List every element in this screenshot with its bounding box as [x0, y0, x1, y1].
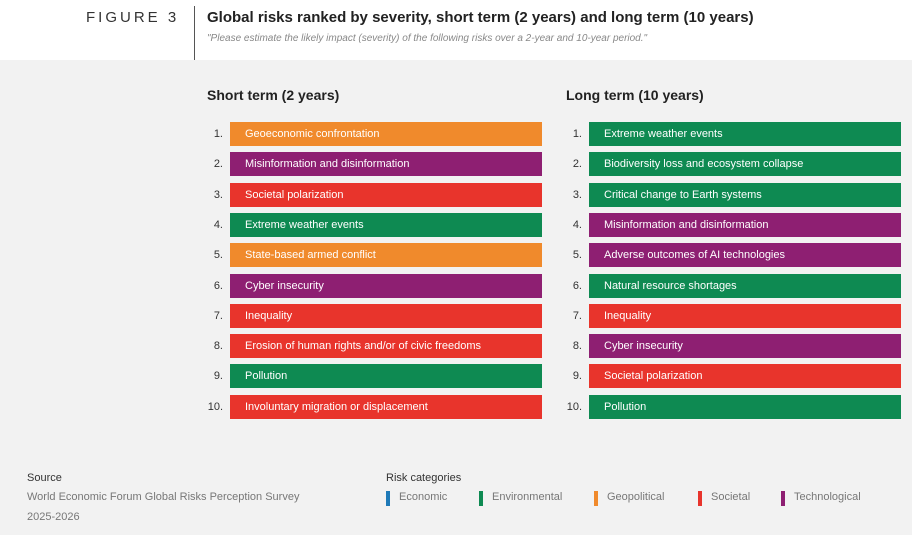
subtitle: "Please estimate the likely impact (seve… [207, 33, 648, 44]
risk-bar: Misinformation and disinformation [589, 212, 901, 237]
legend-swatch [594, 491, 598, 506]
risk-bar: State-based armed conflict [230, 243, 542, 268]
risk-bar: Misinformation and disinformation [230, 152, 542, 177]
column-heading: Short term (2 years) [207, 87, 340, 103]
rank: 7. [213, 309, 223, 322]
rank: 8. [572, 340, 582, 353]
legend-label: Technological [794, 491, 861, 503]
risk-bar: Adverse outcomes of AI technologies [589, 243, 901, 268]
rank: 6. [572, 279, 582, 292]
column-heading: Long term (10 years) [566, 87, 704, 103]
rank: 10. [207, 400, 223, 413]
risk-bar: Pollution [230, 364, 542, 389]
risk-bar: Cyber insecurity [230, 273, 542, 298]
legend-label: Geopolitical [607, 491, 665, 503]
risk-bar: Cyber insecurity [589, 334, 901, 359]
legend-label: Environmental [492, 491, 563, 503]
rank: 2. [572, 158, 582, 171]
risk-bar: Biodiversity loss and ecosystem collapse [589, 152, 901, 177]
rank: 4. [213, 218, 223, 231]
rank: 1. [572, 128, 582, 140]
rank: 3. [572, 188, 582, 201]
source-line: 2025-2026 [27, 511, 80, 523]
rank: 10. [566, 400, 582, 413]
rank: 3. [213, 188, 223, 201]
risk-bar: Erosion of human rights and/or of civic … [230, 334, 542, 359]
legend-swatch [479, 491, 483, 506]
rank: 9. [572, 370, 582, 383]
legend-title: Risk categories [386, 472, 462, 484]
legend-swatch [386, 491, 390, 506]
figure-label: FIGURE 3 [86, 9, 180, 26]
risk-bar: Societal polarization [230, 182, 542, 207]
legend-label: Societal [711, 491, 751, 503]
rank: 4. [572, 218, 582, 231]
legend-swatch [781, 491, 785, 506]
risk-bar: Geoeconomic confrontation [230, 122, 542, 146]
source-line: World Economic Forum Global Risks Percep… [27, 491, 300, 503]
risk-bar: Inequality [230, 303, 542, 328]
rank: 8. [213, 340, 223, 353]
divider [194, 6, 195, 60]
rank: 1. [213, 128, 223, 140]
risk-bar: Inequality [589, 303, 901, 328]
risk-bar: Involuntary migration or displacement [230, 394, 542, 419]
title: Global risks ranked by severity, short t… [207, 9, 754, 26]
risk-bar: Extreme weather events [230, 212, 542, 237]
risk-bar: Critical change to Earth systems [589, 182, 901, 207]
rank: 7. [572, 309, 582, 322]
legend-label: Economic [399, 491, 448, 503]
legend-swatch [698, 491, 702, 506]
rank: 2. [213, 158, 223, 171]
risk-bar: Natural resource shortages [589, 273, 901, 298]
header: FIGURE 3 Global risks ranked by severity… [0, 0, 912, 60]
risk-bar: Pollution [589, 394, 901, 419]
risk-bar: Extreme weather events [589, 122, 901, 146]
rank: 9. [213, 370, 223, 383]
rank: 5. [213, 249, 223, 262]
rank: 6. [213, 279, 223, 292]
source-title: Source [27, 472, 62, 484]
risk-bar: Societal polarization [589, 364, 901, 389]
rank: 5. [572, 249, 582, 262]
